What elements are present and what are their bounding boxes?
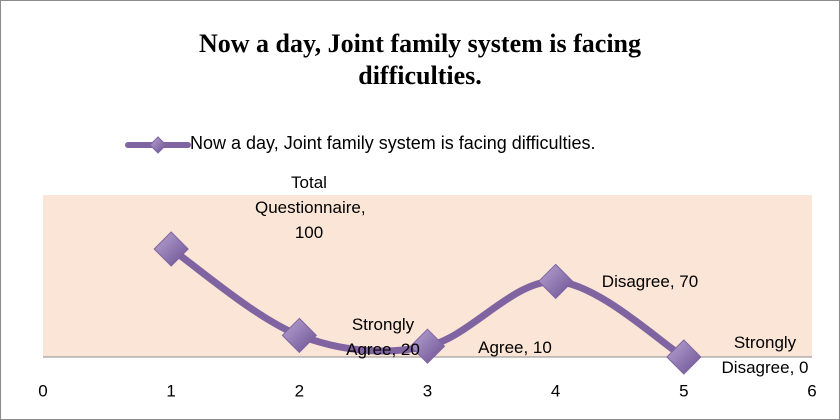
data-label: Disagree, 70 <box>601 272 699 291</box>
data-label: Strongly Agree, 20 <box>346 315 420 359</box>
legend-label: Now a day, Joint family system is facing… <box>190 133 596 153</box>
x-tick-label: 4 <box>551 381 560 400</box>
x-tick-label: 1 <box>166 381 175 400</box>
data-marker <box>409 328 446 364</box>
legend-marker <box>149 136 167 154</box>
data-marker <box>281 317 318 354</box>
chart-title: Now a day, Joint family system is facing… <box>199 29 641 90</box>
data-label: Strongly Disagree, 0 <box>721 333 809 377</box>
data-label: Agree, 10 <box>478 338 552 357</box>
data-marker <box>666 339 702 375</box>
x-tick-label: 2 <box>295 381 304 400</box>
data-marker <box>537 263 574 300</box>
x-tick-label: 3 <box>423 381 432 400</box>
data-label: Total Questionnaire, 100 <box>255 173 366 242</box>
legend <box>125 136 191 154</box>
x-tick-label: 0 <box>38 381 47 400</box>
data-marker <box>153 231 189 267</box>
x-tick-label: 5 <box>679 381 688 400</box>
x-tick-label: 6 <box>807 381 816 400</box>
